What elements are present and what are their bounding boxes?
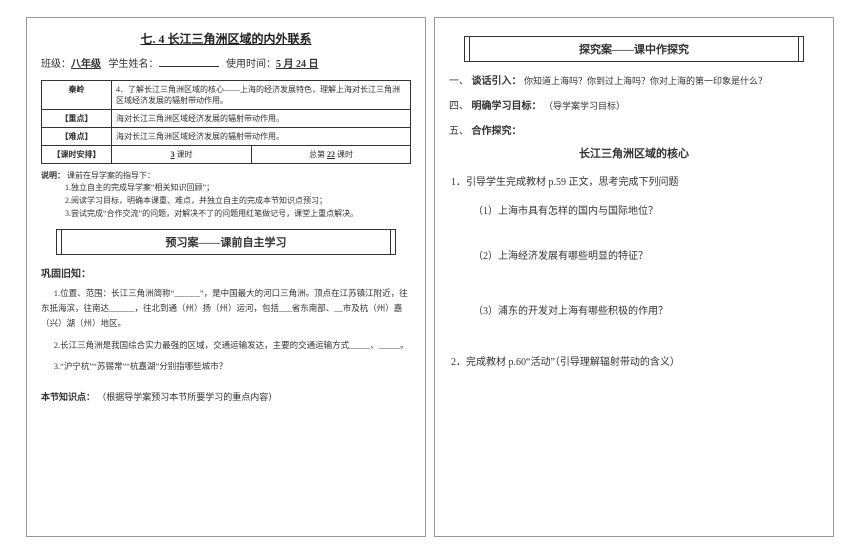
- cell-total: 总第 22 课时: [252, 145, 411, 163]
- table-row: 【难点】 海对长江三角洲区域经济发展的辐射带动作用。: [42, 127, 411, 145]
- meta-row: 班级：八年级 学生姓名： 使用时间：5 月 24 日: [41, 55, 411, 70]
- shuoming-text: 课前在导学案的指导下：: [67, 171, 155, 180]
- use-value: 5 月 24 日: [276, 59, 319, 70]
- name-blank: [159, 57, 219, 67]
- q1: 1．引导学生完成教材 p.59 正文，思考完成下列问题: [451, 173, 819, 188]
- name-label: 学生姓名：: [109, 59, 159, 70]
- banner-explore: 探究案——课中作探究: [469, 36, 799, 62]
- item1-label: 一、: [449, 76, 469, 87]
- right-page: 探究案——课中作探究 一、 谈话引入： 你知道上海吗？你到过上海吗？你对上海的第…: [434, 17, 834, 537]
- q1-2: （2）上海经济发展有哪些明显的特征？: [473, 247, 819, 262]
- shuoming-label: 说明：: [41, 171, 65, 180]
- item-1: 一、 谈话引入： 你知道上海吗？你到过上海吗？你对上海的第一印象是什么？: [449, 72, 819, 87]
- note-block: 说明： 课前在导学案的指导下： 1.独立自主的完成导学案“相关知识回顾”； 2.…: [41, 170, 411, 221]
- table-row: 秦岭 4．了解长江三角洲区域的核心——上海的经济发展特色，理解上海对长江三角洲区…: [42, 80, 411, 109]
- left-page: 七. 4 长江三角洲区域的内外联系 班级：八年级 学生姓名： 使用时间：5 月 …: [26, 17, 426, 537]
- main-title: 七. 4 长江三角洲区域的内外联系: [41, 30, 411, 47]
- table-row: 【重点】 海对长江三角洲区域经济发展的辐射带动作用。: [42, 109, 411, 127]
- cell-period-label: 【课时安排】: [42, 145, 112, 163]
- total-suffix: 课时: [335, 150, 353, 159]
- table-row: 【课时安排】 3 课时 总第 22 课时: [42, 145, 411, 163]
- q1-1: （1）上海市具有怎样的国内与国际地位？: [473, 202, 819, 217]
- class-label: 班级：: [41, 59, 71, 70]
- q1-3: （3）浦东的开发对上海有哪些积极的作用？: [473, 302, 819, 317]
- core-heading: 长江三角洲区域的核心: [449, 145, 819, 161]
- item4-label: 四、: [449, 101, 469, 112]
- cell-key-label: 【重点】: [42, 109, 112, 127]
- item4-text: （导学案学习目标）: [544, 101, 625, 111]
- note-item-2: 2.阅读学习目标，明确本课重、难点，并独立自主的完成本节知识点预习；: [41, 195, 411, 208]
- total-num: 22: [327, 150, 335, 159]
- period-unit: 课时: [175, 150, 193, 159]
- item5-title: 合作探究：: [472, 126, 522, 137]
- use-label: 使用时间：: [226, 59, 276, 70]
- cell-period: 3 课时: [112, 145, 252, 163]
- total-prefix: 总第: [309, 150, 327, 159]
- note-item-1: 1.独立自主的完成导学案“相关知识回顾”；: [41, 182, 411, 195]
- class-value: 八年级: [71, 59, 101, 70]
- knowledge-text: （根据导学案预习本节所要学习的重点内容）: [97, 392, 277, 402]
- q2: 2．完成教材 p.60“活动”（引导理解辐射带动的含义）: [451, 353, 819, 368]
- cell-goal: 4．了解长江三角洲区域的核心——上海的经济发展特色，理解上海对长江三角洲区域经济…: [112, 80, 411, 109]
- item1-title: 谈话引入：: [472, 76, 522, 87]
- knowledge-row: 本节知识点： （根据导学案预习本节所要学习的重点内容）: [41, 390, 411, 403]
- cell-diff: 海对长江三角洲区域经济发展的辐射带动作用。: [112, 127, 411, 145]
- cell-key: 海对长江三角洲区域经济发展的辐射带动作用。: [112, 109, 411, 127]
- para-2: 2.长江三角洲是我国综合实力最强的区域，交通运输发达，主要的交通运输方式____…: [41, 338, 411, 353]
- gonggu-title: 巩固旧知：: [41, 265, 411, 280]
- banner-preview: 预习案——课前自主学习: [61, 229, 391, 255]
- note-item-3: 3.尝试完成“合作交流”的问题，对解决不了的问题用红笔做记号，课堂上重点解决。: [41, 208, 411, 221]
- item-4: 四、 明确学习目标： （导学案学习目标）: [449, 97, 819, 112]
- knowledge-label: 本节知识点：: [41, 392, 95, 402]
- item5-label: 五、: [449, 126, 469, 137]
- item4-title: 明确学习目标：: [472, 101, 542, 112]
- body-text: 1.位置、范围：长江三角洲简称“______”，是中国最大的河口三角洲。顶点在江…: [41, 286, 411, 374]
- info-table: 秦岭 4．了解长江三角洲区域的核心——上海的经济发展特色，理解上海对长江三角洲区…: [41, 80, 411, 164]
- para-1: 1.位置、范围：长江三角洲简称“______”，是中国最大的河口三角洲。顶点在江…: [41, 286, 411, 332]
- cell-qinling: 秦岭: [42, 80, 112, 109]
- item1-text: 你知道上海吗？你到过上海吗？你对上海的第一印象是什么？: [524, 76, 767, 86]
- para-3: 3.“沪宁杭”“苏锡常”“杭嘉湖”分别指哪些城市？: [41, 359, 411, 374]
- cell-diff-label: 【难点】: [42, 127, 112, 145]
- item-5: 五、 合作探究：: [449, 122, 819, 137]
